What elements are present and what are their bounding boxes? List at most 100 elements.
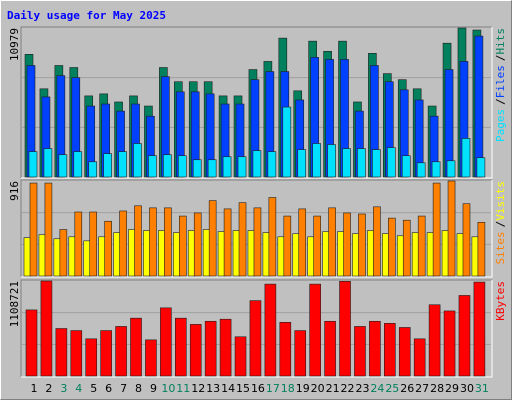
bar [223, 208, 232, 277]
legend-separator: / [494, 221, 507, 228]
bar [431, 161, 441, 178]
bar [118, 151, 127, 178]
legend-entry: Pages [494, 109, 507, 142]
x-tick-label: 7 [120, 382, 127, 395]
bar [164, 207, 172, 277]
bar [222, 156, 232, 178]
legend-entry: KBytes [494, 281, 507, 321]
x-tick-label: 1 [31, 382, 38, 395]
bar [133, 143, 142, 178]
bar [474, 35, 484, 178]
panel-bevel-light [21, 280, 493, 378]
x-tick-label: 13 [206, 382, 220, 395]
bar [89, 211, 98, 277]
legend-separator: / [494, 55, 507, 62]
bar [149, 207, 157, 277]
bar [130, 317, 142, 377]
x-tick-label: 22 [341, 382, 355, 395]
bar [447, 180, 456, 277]
bar [476, 157, 486, 178]
x-tick-label: 20 [311, 382, 325, 395]
bar [387, 147, 396, 178]
y-tick-label: 10979 [8, 28, 21, 61]
x-tick-label: 4 [75, 382, 82, 395]
bar [207, 159, 217, 178]
bar [103, 153, 112, 178]
bar [342, 148, 351, 178]
bar [354, 326, 366, 377]
legend: KBytes [494, 281, 507, 321]
x-tick-label: 24 [370, 382, 384, 395]
panel-bevel-dark [20, 26, 492, 178]
bar [28, 151, 38, 178]
bar [417, 215, 426, 277]
bar [267, 151, 277, 178]
bar [369, 320, 381, 377]
bar [279, 322, 292, 377]
x-tick-label: 23 [355, 382, 369, 395]
legend-entry: Files [494, 65, 507, 98]
bar [358, 213, 366, 277]
bar [462, 203, 471, 277]
legend: Sites /Visits [494, 181, 507, 265]
x-tick-label: 15 [236, 382, 250, 395]
bar [88, 161, 98, 178]
x-tick-label: 28 [430, 382, 444, 395]
bar [148, 155, 157, 178]
bar [268, 197, 277, 277]
bar [119, 210, 127, 277]
bar [402, 219, 411, 277]
bar [40, 280, 53, 377]
panel-bevel-dark [20, 279, 492, 377]
bar [401, 155, 411, 178]
bar [85, 338, 98, 377]
bar [372, 149, 381, 178]
legend-entry: Hits [494, 28, 507, 55]
bar [313, 215, 321, 277]
bar [298, 208, 307, 277]
bar [208, 200, 217, 277]
bar [234, 336, 247, 377]
x-tick-label: 2 [45, 382, 52, 395]
x-tick-label: 11 [176, 382, 190, 395]
y-tick-label: 916 [8, 181, 21, 201]
bar [327, 144, 336, 178]
x-tick-label: 14 [221, 382, 235, 395]
bar [59, 229, 68, 277]
bar [73, 151, 83, 178]
x-tick-label: 18 [281, 382, 295, 395]
bar [324, 320, 336, 377]
panel-bevel-light [21, 180, 493, 278]
x-tick-label: 19 [296, 382, 310, 395]
x-tick-label: 29 [445, 382, 459, 395]
bar [74, 211, 83, 277]
legend-entry: Visits [494, 181, 507, 221]
bar [443, 310, 456, 377]
x-tick-label: 30 [460, 382, 474, 395]
x-tick-label: 25 [385, 382, 399, 395]
legend-separator: / [494, 98, 507, 105]
x-tick-label: 10 [161, 382, 175, 395]
bar [428, 304, 441, 377]
x-tick-label: 6 [105, 382, 112, 395]
bar [29, 182, 38, 277]
bar [249, 300, 262, 377]
bar [458, 295, 471, 377]
bar [25, 309, 38, 377]
bar [58, 154, 68, 178]
x-tick-label: 3 [60, 382, 67, 395]
bar [357, 148, 366, 178]
x-tick-label: 16 [251, 382, 265, 395]
bar [473, 281, 486, 377]
bar [163, 154, 172, 178]
panel-bevel-light [21, 27, 493, 179]
x-tick-label: 8 [135, 382, 142, 395]
bar [192, 159, 202, 178]
bar [461, 138, 471, 178]
bar [160, 307, 172, 377]
x-tick-label: 17 [266, 382, 280, 395]
bar [179, 215, 187, 277]
bar [70, 330, 83, 377]
